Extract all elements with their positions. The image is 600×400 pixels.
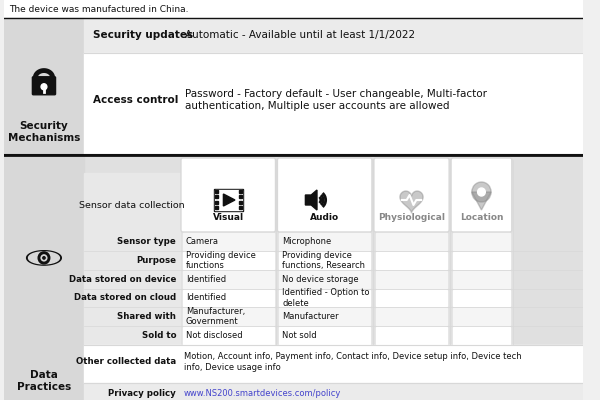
Text: Motion, Account info, Payment info, Contact info, Device setup info, Device tech: Motion, Account info, Payment info, Cont…: [184, 352, 521, 372]
Bar: [280, 271, 370, 288]
Bar: [83, 173, 180, 345]
Bar: [183, 252, 274, 269]
Bar: [183, 327, 274, 344]
Text: Physiological: Physiological: [378, 213, 445, 222]
Bar: [453, 308, 510, 325]
Circle shape: [472, 182, 491, 202]
Bar: [183, 290, 274, 306]
Polygon shape: [29, 252, 59, 264]
Bar: [280, 233, 370, 250]
Text: Not sold: Not sold: [282, 331, 317, 340]
Bar: [239, 190, 242, 193]
Text: Shared with: Shared with: [117, 312, 176, 321]
Bar: [215, 190, 218, 193]
Text: Identified: Identified: [186, 274, 226, 284]
Text: Purpose: Purpose: [136, 256, 176, 265]
Bar: [280, 308, 370, 325]
Bar: [215, 195, 218, 198]
Text: Data stored on device: Data stored on device: [69, 274, 176, 284]
Text: Data stored on cloud: Data stored on cloud: [74, 294, 176, 302]
Polygon shape: [472, 192, 491, 210]
Bar: [376, 290, 447, 306]
Text: Manufacturer,
Government: Manufacturer, Government: [186, 307, 245, 326]
Bar: [214, 189, 242, 211]
Bar: [215, 201, 218, 204]
FancyBboxPatch shape: [374, 158, 449, 232]
Bar: [453, 271, 510, 288]
Bar: [183, 308, 274, 325]
Bar: [4, 0, 583, 18]
Bar: [453, 327, 510, 344]
Bar: [4, 18, 83, 155]
Circle shape: [478, 188, 485, 196]
Text: No device storage: No device storage: [282, 274, 359, 284]
Circle shape: [43, 257, 45, 259]
Bar: [453, 290, 510, 306]
Bar: [4, 155, 83, 400]
Bar: [376, 308, 447, 325]
Polygon shape: [400, 191, 423, 213]
Text: Security
Mechanisms: Security Mechanisms: [8, 121, 80, 143]
Text: Camera: Camera: [186, 237, 219, 246]
Text: Microphone: Microphone: [282, 237, 331, 246]
Text: Sensor data collection: Sensor data collection: [79, 200, 185, 210]
Text: Not disclosed: Not disclosed: [186, 331, 242, 340]
FancyBboxPatch shape: [451, 158, 512, 232]
Bar: [215, 190, 242, 210]
Text: The device was manufactured in China.: The device was manufactured in China.: [9, 4, 189, 14]
Circle shape: [41, 255, 47, 261]
Text: Identified - Option to
delete: Identified - Option to delete: [282, 288, 370, 308]
Text: Other collected data: Other collected data: [76, 358, 176, 366]
Text: Providing device
functions: Providing device functions: [186, 250, 256, 270]
Circle shape: [38, 252, 50, 264]
Text: Privacy policy: Privacy policy: [109, 388, 176, 398]
Bar: [453, 233, 510, 250]
Text: Sensor type: Sensor type: [118, 237, 176, 246]
Bar: [83, 18, 583, 53]
Text: Password - Factory default - User changeable, Multi-factor
authentication, Multi: Password - Factory default - User change…: [185, 89, 487, 111]
Polygon shape: [26, 251, 61, 265]
Text: Security updates: Security updates: [93, 30, 193, 40]
Bar: [83, 383, 583, 400]
Bar: [4, 18, 583, 155]
Bar: [376, 327, 447, 344]
Text: Location: Location: [460, 213, 503, 222]
Text: Sold to: Sold to: [142, 331, 176, 340]
FancyBboxPatch shape: [277, 158, 372, 232]
Bar: [83, 53, 583, 155]
Bar: [4, 155, 583, 400]
Bar: [239, 206, 242, 209]
Bar: [83, 345, 583, 383]
Bar: [453, 252, 510, 269]
Text: www.NS200.smartdevices.com/policy: www.NS200.smartdevices.com/policy: [184, 388, 341, 398]
Text: Providing device
functions, Research: Providing device functions, Research: [282, 250, 365, 270]
Bar: [239, 195, 242, 198]
Circle shape: [41, 84, 47, 90]
FancyBboxPatch shape: [32, 77, 56, 95]
Bar: [376, 252, 447, 269]
Bar: [376, 271, 447, 288]
Text: Visual: Visual: [212, 213, 244, 222]
Polygon shape: [305, 190, 317, 210]
Bar: [376, 233, 447, 250]
Text: Audio: Audio: [310, 213, 339, 222]
Text: Access control: Access control: [93, 95, 179, 105]
Text: Identified: Identified: [186, 294, 226, 302]
Text: Data
Practices: Data Practices: [17, 370, 71, 392]
Bar: [280, 252, 370, 269]
Text: Manufacturer: Manufacturer: [282, 312, 339, 321]
FancyBboxPatch shape: [181, 158, 275, 232]
Text: Automatic - Available until at least 1/1/2022: Automatic - Available until at least 1/1…: [185, 30, 415, 40]
Bar: [183, 271, 274, 288]
Bar: [280, 290, 370, 306]
Polygon shape: [223, 194, 235, 206]
Bar: [239, 201, 242, 204]
Bar: [215, 206, 218, 209]
Bar: [280, 327, 370, 344]
Bar: [183, 233, 274, 250]
